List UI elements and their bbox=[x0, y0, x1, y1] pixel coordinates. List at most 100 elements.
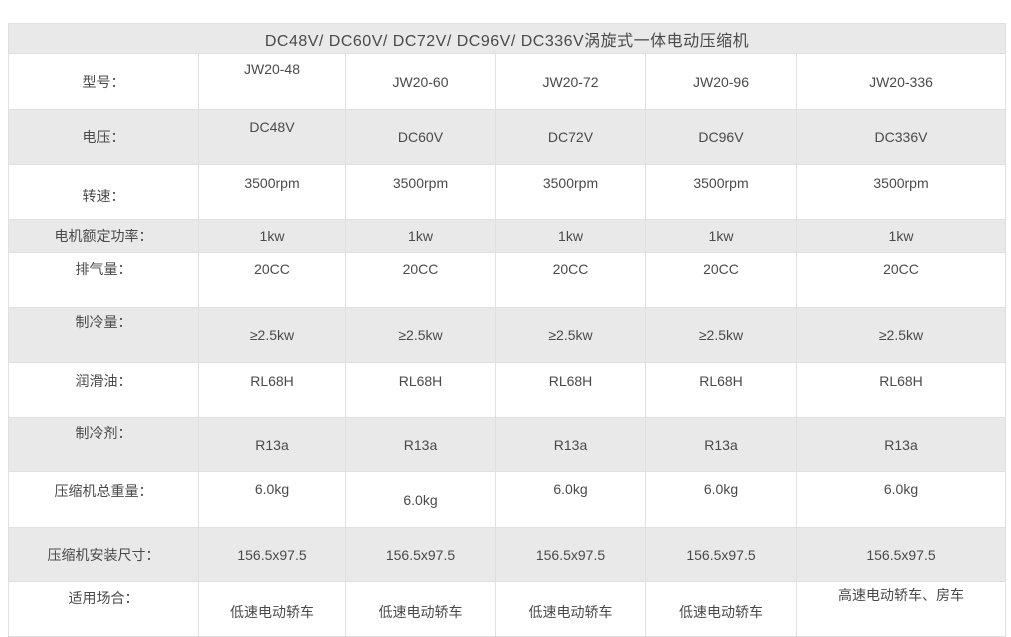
row-label-cell: 电压： bbox=[8, 109, 199, 165]
row-label: 适用场合： bbox=[68, 590, 139, 606]
spec-value: 3500rpm bbox=[873, 175, 929, 191]
spec-cell: RL68H bbox=[495, 362, 646, 418]
spec-value: 低速电动轿车 bbox=[528, 604, 613, 620]
spec-value: 156.5x97.5 bbox=[866, 546, 936, 563]
spec-value: JW20-72 bbox=[542, 73, 599, 90]
spec-cell: 6.0kg bbox=[198, 471, 346, 528]
spec-cell: JW20-60 bbox=[345, 53, 496, 110]
spec-value: 156.5x97.5 bbox=[385, 546, 456, 563]
spec-value: ≥2.5kw bbox=[398, 327, 443, 343]
spec-value: JW20-48 bbox=[243, 60, 301, 77]
spec-cell: 1kw bbox=[645, 219, 797, 253]
spec-value: 3500rpm bbox=[244, 175, 300, 191]
table-row: 制冷剂： R13a R13a R13a R13a R13a bbox=[8, 417, 1007, 472]
spec-value: 6.0kg bbox=[703, 480, 739, 497]
spec-cell: RL68H bbox=[795, 362, 1007, 418]
spec-value: 3500rpm bbox=[693, 175, 749, 191]
table-title: DC48V/ DC60V/ DC72V/ DC96V/ DC336V涡旋式一体电… bbox=[7, 23, 1007, 54]
spec-value: 高速电动轿车、房车 bbox=[838, 587, 964, 603]
row-label: 压缩机总重量： bbox=[54, 482, 153, 499]
spec-cell: 156.5x97.5 bbox=[645, 527, 797, 582]
spec-value: 3500rpm bbox=[542, 175, 599, 191]
spec-value: 低速电动轿车 bbox=[679, 604, 763, 620]
spec-cell: RL68H bbox=[345, 362, 496, 418]
spec-cell: RL68H bbox=[645, 362, 797, 418]
spec-value: 1kw bbox=[558, 228, 583, 244]
row-label-cell: 制冷量： bbox=[8, 307, 199, 363]
spec-value: R13a bbox=[704, 436, 738, 453]
spec-value: JW20-60 bbox=[392, 73, 449, 90]
spec-cell: 6.0kg bbox=[645, 471, 797, 528]
spec-cell: R13a bbox=[795, 417, 1007, 472]
spec-table-body: 型号： JW20-48 JW20-60 JW20-72 JW20-96 JW20… bbox=[8, 53, 1007, 637]
spec-cell: RL68H bbox=[198, 362, 346, 418]
spec-cell: ≥2.5kw bbox=[645, 307, 797, 363]
row-label: 润滑油： bbox=[75, 373, 132, 389]
spec-value: JW20-336 bbox=[869, 73, 933, 90]
row-label-cell: 转速： bbox=[8, 164, 199, 220]
table-row: 转速： 3500rpm 3500rpm 3500rpm 3500rpm 3500… bbox=[8, 164, 1007, 220]
spec-cell: 3500rpm bbox=[645, 164, 797, 220]
spec-value: DC96V bbox=[698, 129, 744, 145]
spec-cell: ≥2.5kw bbox=[198, 307, 346, 363]
spec-cell: 20CC bbox=[645, 252, 797, 308]
spec-cell: JW20-48 bbox=[198, 53, 346, 110]
spec-cell: DC48V bbox=[198, 109, 346, 165]
spec-value: ≥2.5kw bbox=[878, 327, 924, 343]
table-row: 制冷量： ≥2.5kw ≥2.5kw ≥2.5kw ≥2.5kw ≥2.5kw bbox=[8, 307, 1007, 363]
spec-value: 20CC bbox=[552, 261, 589, 277]
row-label-cell: 压缩机安装尺寸： bbox=[8, 527, 199, 582]
spec-value: RL68H bbox=[250, 373, 294, 389]
spec-cell: ≥2.5kw bbox=[795, 307, 1007, 363]
spec-value: RL68H bbox=[699, 373, 743, 389]
spec-cell: 1kw bbox=[495, 219, 646, 253]
spec-value: 低速电动轿车 bbox=[230, 604, 314, 620]
row-label: 电压： bbox=[82, 129, 125, 145]
spec-cell: 低速电动轿车 bbox=[495, 581, 646, 637]
row-label-cell: 排气量： bbox=[8, 252, 199, 308]
spec-value: 20CC bbox=[703, 261, 739, 277]
spec-value: 1kw bbox=[708, 228, 734, 244]
row-label-cell: 电机额定功率： bbox=[8, 219, 199, 253]
spec-value: ≥2.5kw bbox=[698, 327, 744, 343]
spec-value: 1kw bbox=[888, 228, 914, 244]
spec-value: RL68H bbox=[398, 373, 443, 389]
table-title-row: DC48V/ DC60V/ DC72V/ DC96V/ DC336V涡旋式一体电… bbox=[7, 23, 1007, 54]
table-row: 型号： JW20-48 JW20-60 JW20-72 JW20-96 JW20… bbox=[8, 53, 1007, 110]
spec-cell: R13a bbox=[198, 417, 346, 472]
row-label: 压缩机安装尺寸： bbox=[47, 546, 160, 563]
spec-cell: 156.5x97.5 bbox=[198, 527, 346, 582]
spec-cell: JW20-336 bbox=[795, 53, 1007, 110]
spec-cell: 6.0kg bbox=[795, 471, 1007, 528]
spec-cell: 1kw bbox=[795, 219, 1007, 253]
spec-cell: 3500rpm bbox=[198, 164, 346, 220]
spec-value: 20CC bbox=[883, 261, 919, 277]
row-label-cell: 润滑油： bbox=[8, 362, 199, 418]
spec-value: R13a bbox=[884, 436, 918, 453]
table-row: 适用场合： 低速电动轿车 低速电动轿车 低速电动轿车 低速电动轿车 高速电动轿车… bbox=[8, 581, 1007, 637]
table-row: 电机额定功率： 1kw 1kw 1kw 1kw 1kw bbox=[8, 219, 1007, 253]
spec-value: 6.0kg bbox=[403, 491, 438, 508]
spec-value: R13a bbox=[255, 436, 289, 453]
spec-table: DC48V/ DC60V/ DC72V/ DC96V/ DC336V涡旋式一体电… bbox=[7, 23, 1007, 637]
spec-value: R13a bbox=[553, 436, 588, 453]
spec-cell: ≥2.5kw bbox=[495, 307, 646, 363]
spec-cell: R13a bbox=[495, 417, 646, 472]
spec-cell: 3500rpm bbox=[345, 164, 496, 220]
spec-cell: JW20-72 bbox=[495, 53, 646, 110]
spec-cell: 156.5x97.5 bbox=[795, 527, 1007, 582]
spec-value: 1kw bbox=[259, 228, 285, 244]
row-label: 转速： bbox=[82, 188, 125, 204]
spec-value: DC336V bbox=[874, 129, 928, 145]
row-label: 型号： bbox=[82, 73, 125, 90]
spec-cell: R13a bbox=[645, 417, 797, 472]
spec-cell: 低速电动轿车 bbox=[345, 581, 496, 637]
row-label: 制冷剂： bbox=[75, 424, 132, 441]
spec-value: 3500rpm bbox=[392, 175, 449, 191]
table-row: 压缩机总重量： 6.0kg 6.0kg 6.0kg 6.0kg 6.0kg bbox=[8, 471, 1007, 528]
spec-cell: 6.0kg bbox=[495, 471, 646, 528]
spec-cell: 156.5x97.5 bbox=[495, 527, 646, 582]
spec-value: 低速电动轿车 bbox=[378, 604, 463, 620]
table-row: 电压： DC48V DC60V DC72V DC96V DC336V bbox=[8, 109, 1007, 165]
